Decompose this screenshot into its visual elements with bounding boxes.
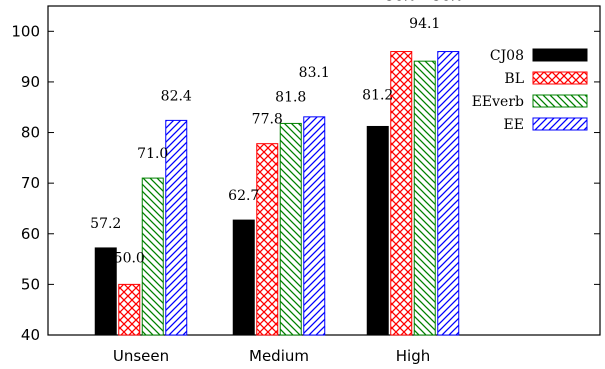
legend-swatch-eeverb [532, 94, 588, 108]
bar-eeverb-medium [279, 122, 302, 336]
bar-cj08-medium [232, 219, 255, 336]
data-label: 96.0 [386, 0, 417, 5]
x-category-label: Medium [249, 347, 309, 365]
y-axis: 40 50 60 70 80 90 100 [11, 22, 600, 344]
data-label: 94.1 [409, 16, 440, 32]
y-tick-label: 100 [11, 22, 40, 40]
bar-eeverb-unseen [141, 177, 164, 336]
bar-eeverb-high [413, 60, 436, 336]
data-label: 81.2 [362, 87, 393, 103]
x-category-label: Unseen [113, 347, 169, 365]
y-tick-label: 50 [21, 275, 40, 293]
legend-label: BL [504, 71, 524, 87]
y-tick-label: 90 [21, 73, 40, 91]
x-axis: Unseen Medium High [113, 347, 430, 365]
data-label: 71.0 [137, 146, 168, 162]
data-label: 82.4 [161, 88, 192, 104]
y-tick-label: 40 [21, 326, 40, 344]
data-label: 83.1 [299, 65, 330, 81]
x-category-label: High [396, 347, 430, 365]
data-label: 81.8 [275, 89, 306, 105]
legend: CJ08 BL EEverb EE [472, 48, 588, 133]
legend-swatch-cj08 [532, 48, 588, 62]
bar-ee-high [437, 51, 460, 336]
data-label: 62.7 [228, 188, 259, 204]
legend-swatch-ee [532, 117, 588, 131]
bar-bl-high [390, 51, 413, 336]
data-label: 57.2 [90, 216, 121, 232]
data-label: 96.0 [433, 0, 464, 5]
bar-bl-unseen [118, 283, 141, 336]
bar-cj08-unseen [94, 247, 117, 336]
bar-bl-medium [256, 143, 279, 336]
bar-ee-medium [303, 116, 326, 336]
bar-cj08-high [366, 125, 389, 336]
y-tick-label: 70 [21, 174, 40, 192]
data-label: 77.8 [252, 112, 283, 128]
legend-swatch-bl [532, 71, 588, 85]
legend-label: CJ08 [490, 48, 524, 64]
data-label: 50.0 [114, 250, 145, 266]
bar-ee-unseen [165, 119, 188, 336]
y-tick-label: 80 [21, 124, 40, 142]
bars [94, 51, 460, 336]
data-labels: 57.2 62.7 81.2 50.0 77.8 96.0 71.0 81.8 94.1 82.4… [90, 0, 464, 266]
legend-label: EEverb [472, 94, 524, 110]
legend-label: EE [504, 117, 524, 133]
y-tick-label: 60 [21, 225, 40, 243]
